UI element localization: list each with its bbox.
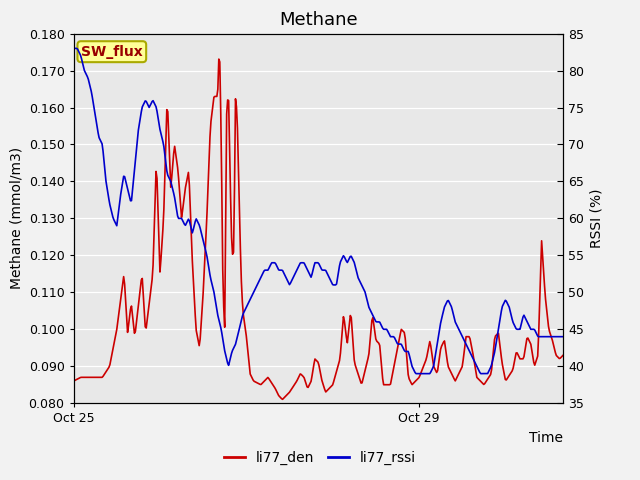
Legend: li77_den, li77_rssi: li77_den, li77_rssi	[218, 445, 422, 471]
Text: SW_flux: SW_flux	[81, 45, 143, 59]
Title: Methane: Methane	[279, 11, 358, 29]
X-axis label: Time: Time	[529, 431, 563, 445]
Y-axis label: RSSI (%): RSSI (%)	[589, 189, 604, 248]
Y-axis label: Methane (mmol/m3): Methane (mmol/m3)	[9, 147, 23, 289]
